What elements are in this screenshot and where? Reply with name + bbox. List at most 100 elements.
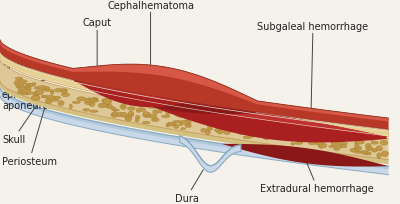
Text: Subgaleal hemorrhage: Subgaleal hemorrhage <box>258 21 368 121</box>
Ellipse shape <box>44 90 54 92</box>
Ellipse shape <box>355 136 360 140</box>
Ellipse shape <box>335 149 339 151</box>
Ellipse shape <box>218 124 226 127</box>
Ellipse shape <box>206 128 212 131</box>
Ellipse shape <box>72 102 80 104</box>
Ellipse shape <box>84 101 92 105</box>
Polygon shape <box>0 82 388 164</box>
Ellipse shape <box>340 143 347 145</box>
Ellipse shape <box>355 140 364 144</box>
Ellipse shape <box>29 84 33 88</box>
Ellipse shape <box>103 99 112 105</box>
Ellipse shape <box>280 133 286 137</box>
Ellipse shape <box>120 113 127 117</box>
Ellipse shape <box>291 133 296 136</box>
Ellipse shape <box>249 124 252 128</box>
Ellipse shape <box>318 137 326 142</box>
Polygon shape <box>74 81 188 108</box>
Ellipse shape <box>184 114 192 120</box>
Ellipse shape <box>113 112 117 116</box>
Text: Periosteum: Periosteum <box>2 103 57 166</box>
Ellipse shape <box>17 91 23 94</box>
Ellipse shape <box>372 149 377 152</box>
Ellipse shape <box>355 136 359 142</box>
Ellipse shape <box>135 119 139 122</box>
Ellipse shape <box>355 141 358 146</box>
Ellipse shape <box>354 145 358 150</box>
Ellipse shape <box>42 96 48 99</box>
Ellipse shape <box>181 128 186 130</box>
Ellipse shape <box>116 113 123 117</box>
Ellipse shape <box>266 137 270 139</box>
Ellipse shape <box>18 87 25 91</box>
Ellipse shape <box>152 119 159 122</box>
Ellipse shape <box>168 123 176 125</box>
Ellipse shape <box>159 110 162 113</box>
Ellipse shape <box>45 99 52 104</box>
Ellipse shape <box>236 127 243 132</box>
Ellipse shape <box>136 111 140 113</box>
Polygon shape <box>0 53 388 137</box>
Ellipse shape <box>298 136 303 140</box>
Ellipse shape <box>142 122 150 124</box>
Ellipse shape <box>120 104 126 110</box>
Ellipse shape <box>364 152 370 155</box>
Ellipse shape <box>25 86 29 89</box>
Ellipse shape <box>89 99 98 102</box>
Ellipse shape <box>50 100 59 102</box>
Ellipse shape <box>185 125 191 128</box>
Ellipse shape <box>180 122 186 124</box>
Ellipse shape <box>340 137 346 141</box>
Ellipse shape <box>292 130 301 134</box>
Ellipse shape <box>206 130 210 135</box>
Ellipse shape <box>145 115 150 118</box>
Ellipse shape <box>291 133 300 139</box>
Ellipse shape <box>354 137 357 139</box>
Ellipse shape <box>202 117 206 120</box>
Polygon shape <box>180 136 241 172</box>
Ellipse shape <box>308 140 316 145</box>
Ellipse shape <box>350 149 359 152</box>
Ellipse shape <box>180 123 182 126</box>
Ellipse shape <box>181 120 189 125</box>
Ellipse shape <box>218 129 222 134</box>
Ellipse shape <box>366 147 372 151</box>
Ellipse shape <box>257 133 266 136</box>
Ellipse shape <box>208 125 212 130</box>
Ellipse shape <box>15 78 23 80</box>
Polygon shape <box>146 102 387 137</box>
Text: Dura: Dura <box>174 170 203 203</box>
Ellipse shape <box>370 138 374 141</box>
Ellipse shape <box>32 92 40 96</box>
Ellipse shape <box>179 116 184 118</box>
Ellipse shape <box>38 86 46 90</box>
Ellipse shape <box>216 128 221 133</box>
Ellipse shape <box>288 136 294 141</box>
Ellipse shape <box>188 113 194 115</box>
Ellipse shape <box>381 151 388 157</box>
Ellipse shape <box>279 135 286 137</box>
Ellipse shape <box>22 83 26 85</box>
Ellipse shape <box>216 120 223 124</box>
Ellipse shape <box>62 93 70 97</box>
Ellipse shape <box>309 138 314 141</box>
Ellipse shape <box>264 134 270 136</box>
Ellipse shape <box>120 106 124 108</box>
Polygon shape <box>74 81 188 102</box>
Text: Extradural hemorrhage: Extradural hemorrhage <box>260 162 374 193</box>
Ellipse shape <box>243 136 251 139</box>
Ellipse shape <box>336 135 342 140</box>
Ellipse shape <box>253 125 260 130</box>
Ellipse shape <box>263 135 270 140</box>
Ellipse shape <box>46 96 55 101</box>
Ellipse shape <box>219 128 228 130</box>
Ellipse shape <box>148 106 156 109</box>
Ellipse shape <box>128 107 135 111</box>
Ellipse shape <box>125 115 128 120</box>
Ellipse shape <box>218 130 224 134</box>
Polygon shape <box>223 144 387 167</box>
Ellipse shape <box>264 129 267 133</box>
Ellipse shape <box>186 121 191 125</box>
Ellipse shape <box>176 115 181 117</box>
Ellipse shape <box>59 89 68 92</box>
